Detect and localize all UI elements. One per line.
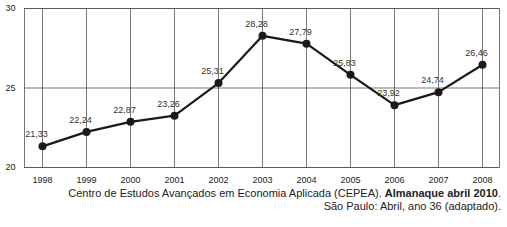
svg-text:1999: 1999 — [76, 175, 96, 185]
svg-text:22,24: 22,24 — [69, 115, 92, 125]
svg-text:24,74: 24,74 — [421, 75, 444, 85]
svg-text:20: 20 — [5, 162, 15, 172]
svg-text:2000: 2000 — [120, 175, 140, 185]
html-text:São Paulo: Abril, ano 36 (adap: São Paulo: Abril, ano 36 (adaptado). — [323, 200, 501, 212]
svg-text:1998: 1998 — [32, 175, 52, 185]
svg-text:27,79: 27,79 — [289, 27, 312, 37]
html-text:Centro de Estudos Avançados em: Centro de Estudos Avançados em Economia … — [68, 187, 501, 199]
svg-text:25: 25 — [5, 83, 15, 93]
svg-text:30: 30 — [5, 3, 15, 13]
svg-text:21,33: 21,33 — [25, 129, 48, 139]
svg-text:2002: 2002 — [208, 175, 228, 185]
svg-text:2001: 2001 — [164, 175, 184, 185]
svg-text:2003: 2003 — [252, 175, 272, 185]
svg-text:2005: 2005 — [340, 175, 360, 185]
svg-text:2008: 2008 — [472, 175, 492, 185]
svg-text:28,28: 28,28 — [245, 19, 268, 29]
svg-text:23,92: 23,92 — [377, 88, 400, 98]
svg-text:2004: 2004 — [296, 175, 316, 185]
svg-text:22,87: 22,87 — [113, 105, 136, 115]
svg-text:25,31: 25,31 — [201, 66, 224, 76]
svg-text:23,26: 23,26 — [157, 99, 180, 109]
svg-text:2007: 2007 — [428, 175, 448, 185]
svg-text:26,46: 26,46 — [465, 48, 488, 58]
svg-text:25,83: 25,83 — [333, 58, 356, 68]
svg-text:2006: 2006 — [384, 175, 404, 185]
